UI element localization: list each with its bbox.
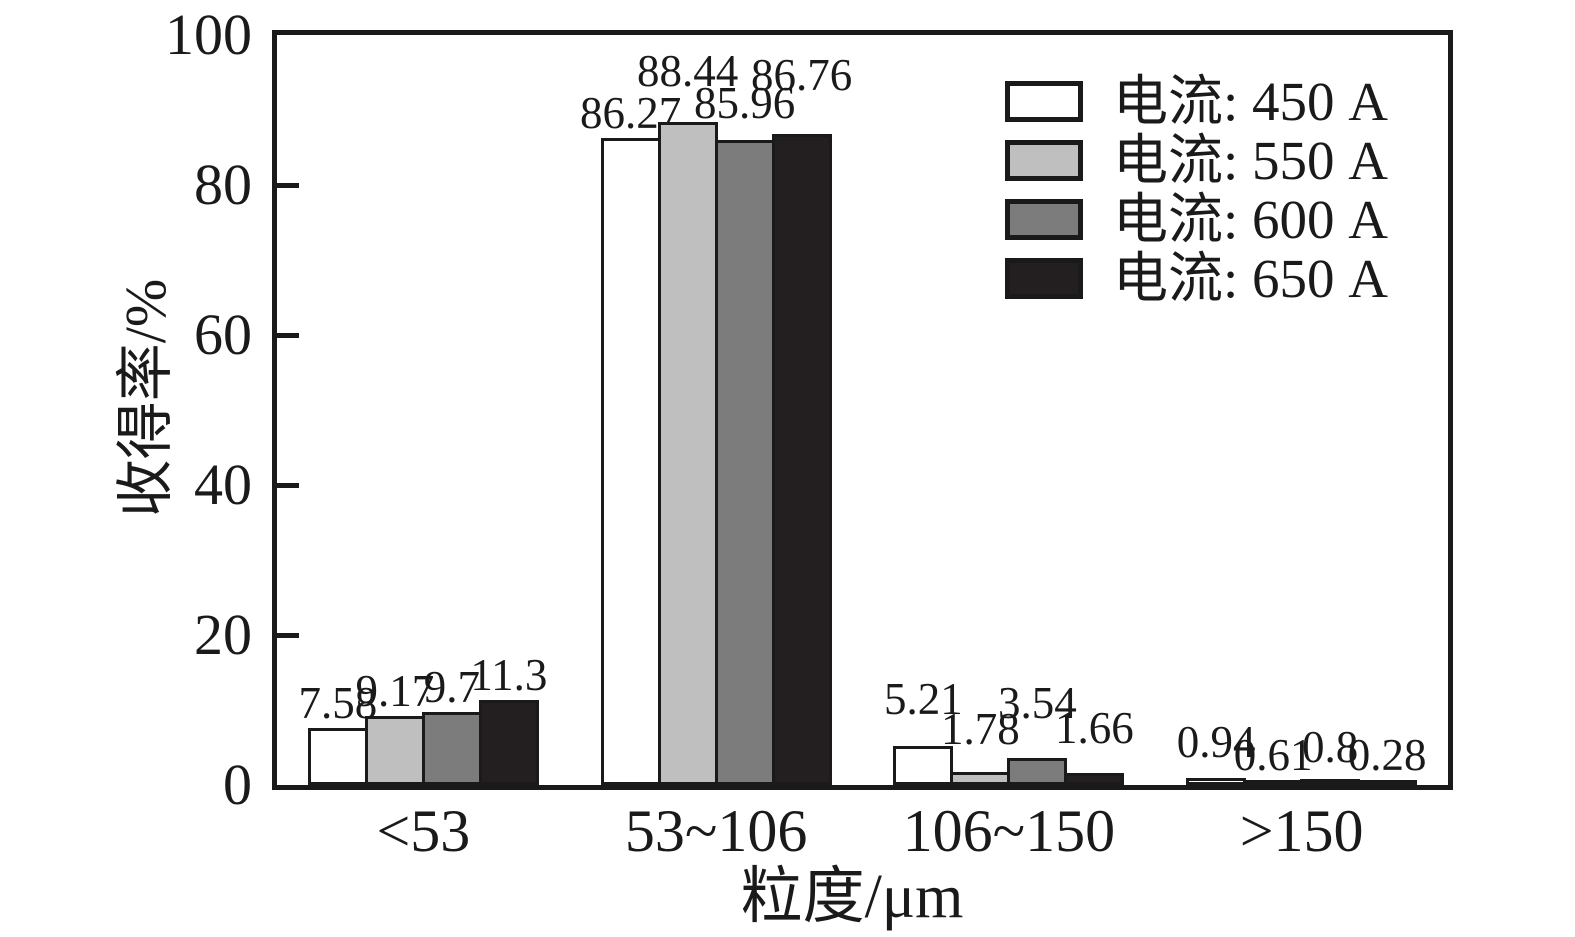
bar-value-label: 0.94 xyxy=(1176,716,1256,767)
legend-swatch xyxy=(1005,258,1083,299)
x-category-label: 53~106 xyxy=(624,798,808,864)
bar-value-label: 0.8 xyxy=(1302,722,1359,772)
y-tick-label: 20 xyxy=(194,602,252,667)
legend-swatch xyxy=(1005,140,1083,181)
x-category-label: 106~150 xyxy=(902,798,1116,864)
x-category-label: <53 xyxy=(376,798,471,864)
bar-value-label: 85.96 xyxy=(694,78,796,129)
legend-label: 电流: 450 A xyxy=(1113,71,1389,132)
bar-value-label: 11.3 xyxy=(470,650,548,701)
bar xyxy=(478,700,539,785)
bar xyxy=(307,728,368,785)
bar xyxy=(364,716,425,785)
bar xyxy=(657,121,718,785)
bar xyxy=(1243,780,1304,786)
bar xyxy=(421,712,482,785)
y-tick-mark xyxy=(277,182,299,188)
bar xyxy=(950,771,1011,785)
y-tick-mark xyxy=(277,482,299,488)
bar xyxy=(1064,772,1125,785)
bar xyxy=(714,140,775,785)
y-tick-mark xyxy=(277,632,299,638)
legend-item: 电流: 550 A xyxy=(1005,131,1388,190)
legend-item: 电流: 650 A xyxy=(1005,249,1388,308)
y-tick-label: 100 xyxy=(165,2,252,67)
legend: 电流: 450 A 电流: 550 A 电流: 600 A 电流: 650 A xyxy=(1005,72,1388,308)
legend-swatch xyxy=(1005,81,1083,122)
x-axis-title: 粒度/μm xyxy=(740,863,964,931)
bar-value-label: 0.28 xyxy=(1347,730,1427,780)
y-tick-label: 80 xyxy=(194,152,252,217)
bar-value-label: 5.21 xyxy=(884,673,963,724)
y-tick-label: 40 xyxy=(194,452,252,517)
legend-label: 电流: 550 A xyxy=(1113,130,1389,191)
plot-area xyxy=(272,30,1453,790)
bar xyxy=(600,137,661,785)
bar-value-label: 1.78 xyxy=(941,703,1020,754)
bar-value-label: 9.17 xyxy=(355,666,435,717)
bar-value-label: 7.58 xyxy=(298,678,378,729)
y-tick-mark xyxy=(277,332,299,338)
bar-value-label: 3.54 xyxy=(998,678,1077,729)
bar-value-label: 1.66 xyxy=(1055,702,1134,753)
x-category-label: >150 xyxy=(1239,798,1364,864)
legend-swatch xyxy=(1005,199,1083,240)
bar xyxy=(771,134,832,785)
bar-value-label: 86.76 xyxy=(751,50,853,101)
y-tick-label: 0 xyxy=(223,752,252,817)
legend-item: 电流: 450 A xyxy=(1005,72,1388,131)
bar-value-label: 0.61 xyxy=(1233,730,1313,780)
legend-item: 电流: 600 A xyxy=(1005,190,1388,249)
bar-value-label: 9.7 xyxy=(423,662,480,713)
bar xyxy=(1007,758,1068,785)
bar-value-label: 88.44 xyxy=(637,45,739,96)
bar xyxy=(893,745,954,785)
legend-label: 电流: 600 A xyxy=(1113,189,1389,250)
bar xyxy=(1357,780,1418,786)
y-tick-label: 60 xyxy=(194,302,252,367)
legend-label: 电流: 650 A xyxy=(1113,248,1389,309)
